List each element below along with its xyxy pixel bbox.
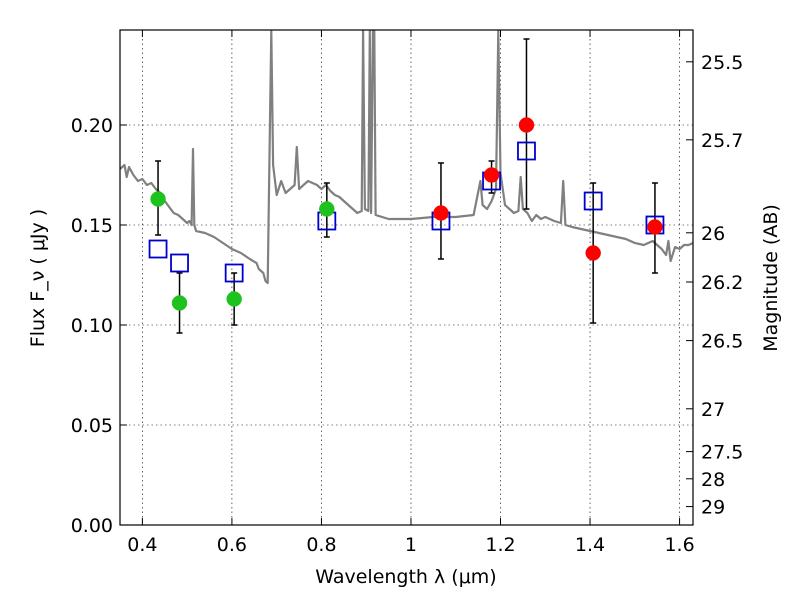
- model-photometry-square: [224, 263, 244, 283]
- model-photometry-square: [170, 253, 189, 273]
- observed-optical-point: [171, 295, 188, 311]
- observed-photometry-layer: [150, 117, 663, 311]
- x-tick-label: 0.4: [127, 534, 157, 556]
- y-tick-label: 0.00: [71, 515, 113, 537]
- observed-nir-point: [647, 219, 663, 235]
- y-tick-label: 0.10: [71, 315, 113, 337]
- x-tick-label: 1.6: [664, 534, 694, 556]
- x-tick-label: 1.4: [575, 534, 605, 556]
- right-tick-label: 26.5: [701, 331, 743, 353]
- observed-nir-point: [433, 205, 449, 221]
- x-tick-label: 1.2: [485, 534, 515, 556]
- y-tick-label: 0.05: [71, 415, 113, 437]
- observed-nir-point: [585, 245, 601, 261]
- right-tick-label: 25.5: [701, 52, 743, 74]
- right-tick-label: 25.7: [701, 130, 743, 152]
- right-tick-label: 27: [701, 399, 725, 421]
- right-tick-label: 26: [701, 223, 725, 245]
- model-photometry-square: [148, 239, 168, 259]
- observed-optical-point: [226, 291, 242, 307]
- y-tick-label: 0.15: [71, 215, 113, 237]
- right-tick-label: 29: [701, 497, 725, 519]
- observed-nir-point: [518, 117, 535, 133]
- right-axis-label: Magnitude (AB): [760, 204, 782, 352]
- spectrum-layer: [120, 30, 693, 285]
- x-tick-label: 0.6: [217, 534, 247, 556]
- x-tick-label: 0.8: [306, 534, 336, 556]
- x-tick-label: 1: [405, 534, 417, 556]
- observed-optical-point: [150, 191, 166, 207]
- y-tick-label: 0.20: [71, 115, 113, 137]
- right-tick-label: 27.5: [701, 442, 743, 464]
- grid-lines: [120, 30, 693, 526]
- tick-labels: 0.4 0.6 0.8 1 1.2 1.4 1.6 0.00 0.05 0.10 0.15 0.20 2…: [71, 52, 744, 556]
- right-tick-label: 26.2: [701, 272, 743, 294]
- model-photometry-square: [583, 191, 603, 211]
- observed-nir-point: [483, 167, 500, 183]
- plot-frame: [119, 29, 694, 526]
- spectrum-line: [120, 30, 693, 285]
- model-photometry-square: [517, 141, 536, 161]
- axis-ticks: [120, 30, 693, 526]
- right-tick-label: 28: [701, 469, 725, 491]
- y-axis-label: Flux F_ν ( μJy ): [27, 209, 49, 347]
- observed-optical-point: [319, 201, 335, 217]
- x-axis-label: Wavelength λ (μm): [315, 566, 496, 588]
